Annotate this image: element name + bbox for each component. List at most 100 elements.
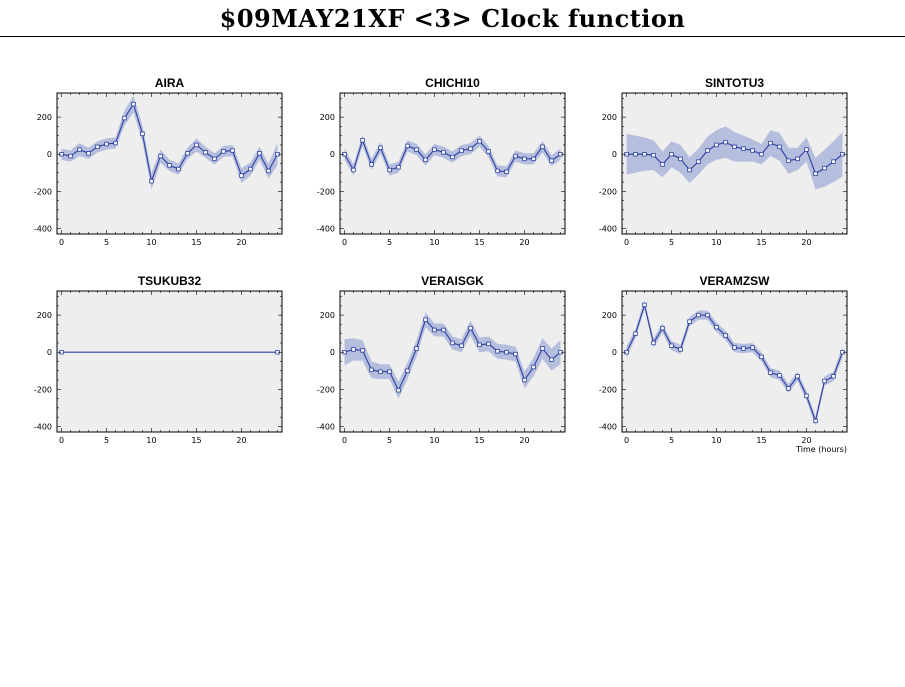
data-point [741,146,746,151]
data-point [831,374,836,379]
data-point [768,370,773,375]
y-tick-label: 0 [47,348,52,357]
data-point [369,367,374,373]
data-point [176,166,181,172]
data-point [351,167,356,173]
data-point [633,152,638,157]
y-tick-label: 0 [612,348,617,357]
error-band [626,126,843,190]
data-point [248,166,253,172]
data-point [678,347,683,352]
y-tick-label: 200 [320,113,335,122]
x-tick-label: 5 [669,436,674,445]
data-point [777,144,782,150]
y-tick-label: 0 [330,348,335,357]
data-point [723,139,728,145]
data-point [540,144,545,150]
y-tick-label: -400 [599,422,617,431]
data-point [194,142,199,148]
data-point [687,167,692,173]
data-point [795,374,800,379]
data-point [768,140,773,146]
data-point [804,393,809,399]
x-tick-label: 20 [801,436,811,445]
y-tick-label: -400 [317,224,335,233]
data-point [149,178,154,184]
data-point [86,151,91,156]
data-point [158,153,163,159]
data-point [660,325,665,331]
data-point [822,165,827,171]
x-tick-label: 15 [474,436,484,445]
data-point [131,101,136,107]
panel-aira: AIRA 0 5 10 15 20 -400 -200 0 200 [34,76,283,247]
data-point [642,152,647,157]
panel-veraisgk: VERAISGK 0 5 10 15 20 -400 -200 0 200 [317,274,566,445]
data-point [477,342,482,348]
x-tick-label: 20 [519,238,529,247]
data-point [396,388,401,393]
data-point [504,350,509,355]
data-point [459,148,464,153]
data-point [777,373,782,378]
x-tick-label: 20 [519,436,529,445]
data-point [369,162,374,167]
data-point [104,141,109,147]
x-tick-label: 0 [624,436,629,445]
data-point [669,343,674,348]
x-tick-label: 5 [104,436,109,445]
data-point [531,156,536,162]
data-point [732,144,737,150]
data-point [387,167,392,173]
data-point [77,147,82,152]
data-point [468,146,473,151]
data-point [423,317,428,322]
data-point [122,115,127,121]
data-point [786,386,791,391]
y-tick-label: -200 [317,385,335,394]
data-point [687,319,692,324]
plot-background [340,291,565,432]
data-point [203,150,208,155]
data-point [212,156,217,162]
data-point [423,157,428,162]
y-tick-label: -200 [317,187,335,196]
data-point [759,354,764,360]
data-point [705,312,710,318]
x-tick-label: 15 [474,238,484,247]
data-point [257,151,262,156]
page-title: $09MAY21XF <3> Clock function [219,4,686,33]
data-point [360,348,365,353]
panel-veramzsw: VERAMZSW 0 5 10 15 20 -400 -200 0 200 Time (hours) [599,274,848,454]
data-point [549,357,554,362]
y-tick-label: -400 [34,224,52,233]
x-tick-label: 15 [191,238,201,247]
x-tick-label: 0 [342,436,347,445]
data-point [750,345,755,350]
x-tick-label: 15 [756,436,766,445]
data-point [441,327,446,333]
data-point [795,156,800,162]
data-point [732,345,737,350]
data-point [68,153,73,159]
y-tick-label: -200 [599,187,617,196]
data-point [230,148,235,153]
panel-chichi10: CHICHI10 0 5 10 15 20 -400 -200 0 200 [317,76,566,247]
data-point [140,131,145,137]
data-point [477,139,482,144]
data-point [221,149,226,154]
x-tick-label: 0 [624,238,629,247]
title-divider [0,36,905,37]
data-point [813,418,818,424]
panel-title: SINTOTU3 [705,76,764,90]
data-point [396,165,401,170]
data-point [651,152,656,158]
y-tick-label: 200 [602,311,617,320]
x-tick-label: 10 [711,238,721,247]
data-point [714,324,719,330]
x-tick-label: 0 [59,436,64,445]
data-point [378,145,383,150]
panel-title: AIRA [155,76,185,90]
data-point [522,377,527,383]
data-point [468,325,473,331]
